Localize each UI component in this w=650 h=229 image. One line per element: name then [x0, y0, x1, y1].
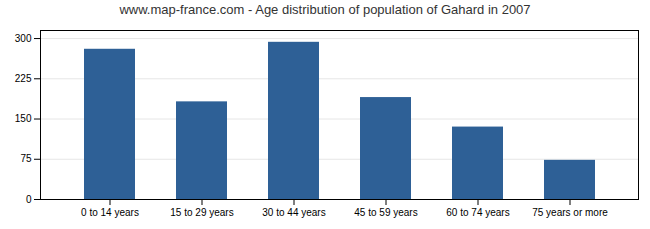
svg-text:75: 75	[20, 153, 32, 164]
html-text:www.map-france.com - Age distr: www.map-france.com - Age distribution of…	[119, 2, 531, 17]
svg-text:15 to 29 years: 15 to 29 years	[170, 207, 233, 218]
svg-text:225: 225	[15, 73, 32, 84]
svg-text:150: 150	[15, 113, 32, 124]
svg-text:0 to 14 years: 0 to 14 years	[81, 207, 139, 218]
svg-text:60 to 74 years: 60 to 74 years	[446, 207, 509, 218]
svg-text:75 years or more: 75 years or more	[532, 207, 608, 218]
svg-text:0: 0	[26, 194, 32, 205]
svg-text:300: 300	[15, 33, 32, 44]
svg-text:45 to 59 years: 45 to 59 years	[354, 207, 417, 218]
svg-text:30 to 44 years: 30 to 44 years	[262, 207, 325, 218]
